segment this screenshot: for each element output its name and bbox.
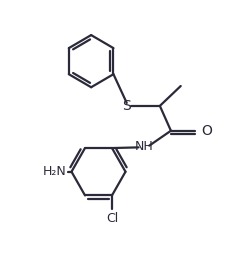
Text: S: S: [122, 99, 130, 113]
Text: Cl: Cl: [106, 212, 118, 225]
Text: NH: NH: [134, 140, 153, 153]
Text: H₂N: H₂N: [42, 165, 66, 178]
Text: O: O: [200, 124, 211, 138]
